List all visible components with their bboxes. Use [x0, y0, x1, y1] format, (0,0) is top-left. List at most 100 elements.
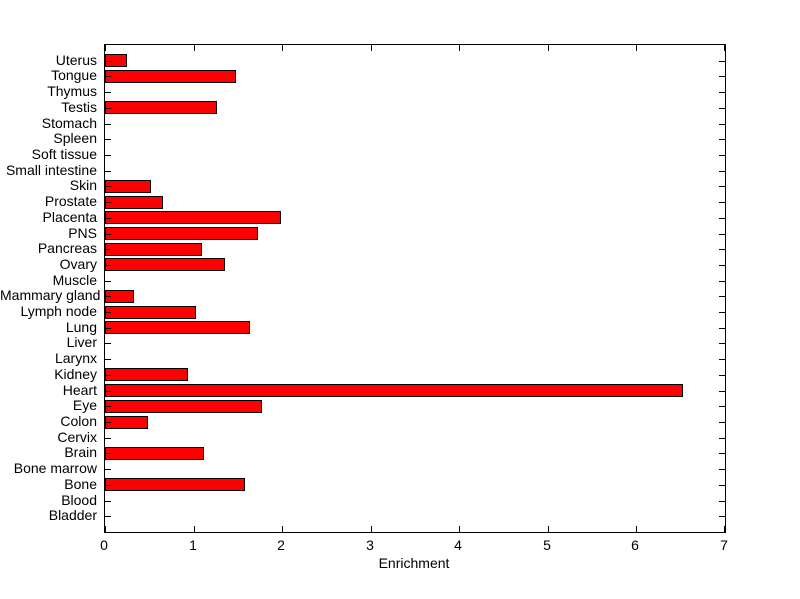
- bar-uterus: [105, 54, 127, 67]
- x-tick-top: [459, 45, 460, 51]
- y-axis-label-muscle: Muscle: [52, 272, 97, 288]
- y-tick-left: [105, 469, 111, 470]
- x-tick-bottom: [105, 526, 106, 532]
- y-tick-right: [719, 139, 725, 140]
- y-axis-label-pancreas: Pancreas: [37, 240, 97, 256]
- y-tick-right: [719, 501, 725, 502]
- y-axis-label-testis: Testis: [61, 99, 97, 115]
- y-tick-left: [105, 516, 111, 517]
- x-tick-label-6: 6: [631, 537, 639, 553]
- y-axis-label-stomach: Stomach: [41, 115, 97, 131]
- y-tick-left: [105, 501, 111, 502]
- y-tick-left: [105, 265, 111, 266]
- y-tick-right: [719, 375, 725, 376]
- bar-lung: [105, 321, 250, 334]
- x-tick-top: [105, 45, 106, 51]
- y-axis-label-skin: Skin: [69, 177, 97, 193]
- x-tick-label-1: 1: [189, 537, 197, 553]
- y-axis-label-prostate: Prostate: [44, 193, 97, 209]
- bar-pns: [105, 227, 258, 240]
- x-tick-label-5: 5: [543, 537, 551, 553]
- y-tick-left: [105, 202, 111, 203]
- plot-area: [104, 44, 726, 533]
- y-tick-left: [105, 422, 111, 423]
- x-tick-top: [282, 45, 283, 51]
- y-tick-right: [719, 249, 725, 250]
- y-tick-left: [105, 186, 111, 187]
- y-tick-right: [719, 76, 725, 77]
- y-tick-left: [105, 343, 111, 344]
- y-tick-right: [719, 218, 725, 219]
- y-tick-left: [105, 218, 111, 219]
- y-axis-label-thymus: Thymus: [47, 83, 97, 99]
- y-axis-label-spleen: Spleen: [53, 130, 97, 146]
- y-axis-label-cervix: Cervix: [57, 429, 97, 445]
- y-tick-left: [105, 61, 111, 62]
- y-tick-right: [719, 61, 725, 62]
- x-tick-label-3: 3: [366, 537, 374, 553]
- y-tick-left: [105, 391, 111, 392]
- y-tick-left: [105, 76, 111, 77]
- y-tick-right: [719, 265, 725, 266]
- bar-ovary: [105, 258, 225, 271]
- x-tick-top: [371, 45, 372, 51]
- y-tick-right: [719, 155, 725, 156]
- y-axis-label-soft-tissue: Soft tissue: [31, 146, 97, 162]
- y-axis-label-lymph-node: Lymph node: [20, 303, 97, 319]
- x-tick-bottom: [371, 526, 372, 532]
- y-axis-label-mammary-gland: Mammary gland: [0, 287, 101, 303]
- bar-brain: [105, 447, 204, 460]
- y-tick-left: [105, 249, 111, 250]
- x-tick-label-0: 0: [100, 537, 108, 553]
- bar-kidney: [105, 368, 188, 381]
- x-axis-title: Enrichment: [378, 555, 450, 571]
- y-tick-left: [105, 124, 111, 125]
- y-tick-right: [719, 171, 725, 172]
- y-tick-right: [719, 328, 725, 329]
- bar-skin: [105, 180, 151, 193]
- x-tick-bottom: [282, 526, 283, 532]
- x-tick-top: [724, 45, 725, 51]
- y-tick-right: [719, 281, 725, 282]
- x-tick-label-2: 2: [277, 537, 285, 553]
- y-tick-left: [105, 453, 111, 454]
- y-tick-left: [105, 406, 111, 407]
- bar-placenta: [105, 211, 281, 224]
- y-tick-left: [105, 438, 111, 439]
- y-axis-label-ovary: Ovary: [59, 256, 97, 272]
- bar-tongue: [105, 70, 236, 83]
- y-tick-left: [105, 234, 111, 235]
- bar-prostate: [105, 196, 163, 209]
- y-tick-right: [719, 516, 725, 517]
- y-tick-left: [105, 296, 111, 297]
- bar-pancreas: [105, 243, 202, 256]
- y-tick-left: [105, 92, 111, 93]
- y-tick-left: [105, 171, 111, 172]
- y-tick-right: [719, 124, 725, 125]
- y-tick-right: [719, 202, 725, 203]
- bar-colon: [105, 416, 148, 429]
- y-tick-left: [105, 485, 111, 486]
- x-tick-top: [636, 45, 637, 51]
- y-tick-right: [719, 108, 725, 109]
- y-axis-label-lung: Lung: [65, 319, 97, 335]
- y-axis-label-colon: Colon: [60, 413, 97, 429]
- bar-eye: [105, 400, 262, 413]
- y-tick-right: [719, 485, 725, 486]
- x-tick-label-4: 4: [454, 537, 462, 553]
- y-tick-right: [719, 422, 725, 423]
- y-axis-label-uterus: Uterus: [55, 52, 97, 68]
- y-tick-left: [105, 312, 111, 313]
- bar-bone: [105, 478, 245, 491]
- y-tick-left: [105, 139, 111, 140]
- y-axis-label-eye: Eye: [72, 397, 97, 413]
- y-tick-right: [719, 453, 725, 454]
- y-axis-label-kidney: Kidney: [54, 366, 97, 382]
- y-tick-right: [719, 406, 725, 407]
- x-tick-top: [548, 45, 549, 51]
- x-tick-bottom: [194, 526, 195, 532]
- y-axis-label-larynx: Larynx: [54, 350, 97, 366]
- y-axis-label-blood: Blood: [61, 492, 97, 508]
- y-axis-label-tongue: Tongue: [51, 67, 97, 83]
